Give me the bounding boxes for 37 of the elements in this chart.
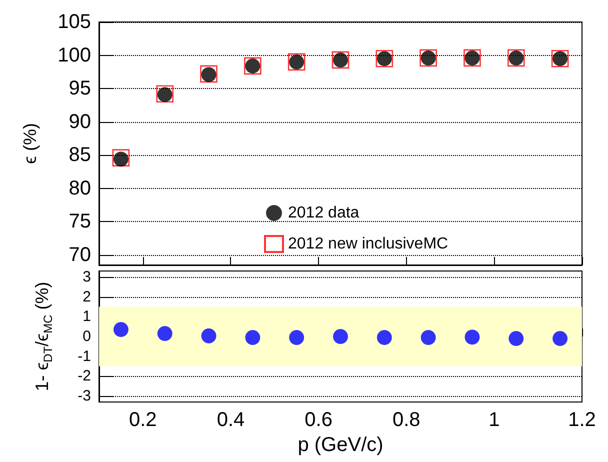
y-tick-label: 3 (82, 268, 91, 286)
point (289, 330, 304, 345)
y-axis-title: ϵ (%) (20, 123, 40, 164)
point (245, 330, 260, 345)
point (157, 326, 172, 342)
legend-label: 2012 data (288, 204, 360, 222)
y-tick-label: -3 (78, 388, 91, 405)
x-tick-label: 0.8 (392, 409, 420, 431)
y-tick-label: 90 (68, 110, 91, 133)
x-axis-title: p (GeV/c) (298, 434, 384, 456)
point (333, 329, 348, 344)
x-tick-label: 1.2 (568, 409, 596, 431)
point (113, 322, 128, 338)
y-tick-label: 2 (82, 288, 91, 306)
point (508, 330, 524, 346)
point (464, 330, 480, 345)
y-axis-title: 1- ϵDT/ϵMC (%) (32, 282, 55, 392)
x-tick-label: 0.4 (216, 409, 245, 431)
y-tick-label: 80 (68, 177, 91, 200)
x-tick-label: 1 (488, 409, 500, 431)
y-tick-label: 105 (58, 11, 91, 33)
y-tick-label: -1 (78, 348, 91, 365)
x-tick-label: 0.6 (304, 409, 332, 431)
x-tick-label: 0.2 (129, 409, 157, 431)
y-tick-label: 95 (68, 78, 91, 100)
y-tick-label: -2 (78, 368, 91, 385)
point (552, 330, 568, 346)
point (420, 330, 436, 345)
y-tick-label: 100 (58, 44, 91, 66)
legend-label: 2012 new inclusiveMC (288, 236, 448, 252)
y-tick-label: 75 (68, 210, 91, 233)
y-tick-label: 70 (68, 244, 91, 266)
y-tick-label: 0 (82, 328, 91, 345)
point (201, 328, 216, 344)
y-tick-label: 85 (68, 144, 91, 166)
point (376, 330, 392, 345)
y-tick-label: 1 (82, 308, 91, 326)
